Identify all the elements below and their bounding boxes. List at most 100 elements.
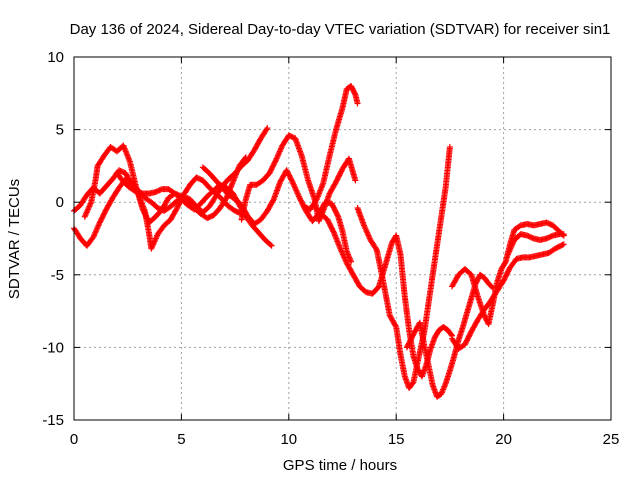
data-point bbox=[100, 211, 107, 218]
data-point bbox=[502, 273, 509, 280]
x-tick-label: 20 bbox=[495, 431, 512, 448]
data-point bbox=[272, 158, 279, 165]
series-track-12 bbox=[449, 219, 567, 328]
chart-title: Day 136 of 2024, Sidereal Day-to-day VTE… bbox=[70, 21, 611, 38]
data-point bbox=[144, 215, 151, 222]
data-point bbox=[560, 231, 567, 238]
data-point bbox=[409, 333, 416, 340]
data-point bbox=[351, 90, 358, 97]
data-point bbox=[299, 200, 306, 207]
data-point bbox=[560, 241, 567, 248]
data-point bbox=[325, 219, 332, 226]
data-point bbox=[408, 335, 415, 342]
data-point bbox=[407, 336, 414, 343]
data-point bbox=[463, 338, 470, 345]
data-point bbox=[270, 161, 277, 168]
data-point bbox=[241, 155, 248, 162]
data-point bbox=[263, 126, 270, 133]
data-point bbox=[461, 341, 468, 348]
series-track-9 bbox=[354, 144, 453, 392]
data-series bbox=[71, 83, 567, 400]
data-point bbox=[325, 217, 332, 224]
y-tick-label: -10 bbox=[42, 339, 64, 356]
data-point bbox=[465, 334, 472, 341]
data-point bbox=[175, 202, 182, 209]
y-axis-label: SDTVAR / TECUs bbox=[6, 179, 23, 299]
data-point bbox=[101, 210, 108, 217]
data-point bbox=[354, 100, 361, 107]
data-point bbox=[333, 209, 340, 216]
data-point bbox=[338, 168, 345, 175]
data-point bbox=[328, 200, 335, 207]
data-point bbox=[329, 227, 336, 234]
data-point bbox=[407, 337, 414, 344]
data-point bbox=[404, 343, 411, 350]
data-point bbox=[336, 171, 343, 178]
data-point bbox=[142, 212, 149, 219]
data-point bbox=[286, 173, 293, 180]
data-point bbox=[328, 224, 335, 231]
data-point bbox=[176, 201, 183, 208]
data-point bbox=[403, 344, 410, 351]
data-point bbox=[352, 177, 359, 184]
data-point bbox=[286, 172, 293, 179]
data-point bbox=[267, 241, 274, 248]
data-point bbox=[330, 204, 337, 211]
y-tick-label: 10 bbox=[47, 49, 64, 66]
x-tick-label: 10 bbox=[280, 431, 297, 448]
data-point bbox=[448, 331, 455, 338]
data-point bbox=[503, 271, 510, 278]
data-point bbox=[271, 159, 278, 166]
axis-ticks: 0 5 10 15 20 25 -15 -10 -5 0 5 10 bbox=[42, 49, 619, 448]
data-point bbox=[98, 215, 105, 222]
data-point bbox=[328, 225, 335, 232]
data-point bbox=[446, 144, 453, 151]
data-point bbox=[504, 269, 511, 276]
data-point bbox=[559, 241, 566, 248]
y-tick-label: -5 bbox=[51, 267, 64, 284]
data-point bbox=[269, 163, 276, 170]
data-point bbox=[332, 208, 339, 215]
data-point bbox=[174, 205, 181, 212]
data-point bbox=[327, 223, 334, 230]
data-point bbox=[503, 272, 510, 279]
data-point bbox=[101, 209, 108, 216]
data-point bbox=[405, 340, 412, 347]
data-point bbox=[406, 339, 413, 346]
data-point bbox=[142, 211, 149, 218]
y-tick-label: 5 bbox=[56, 122, 64, 139]
x-tick-label: 25 bbox=[603, 431, 620, 448]
data-point bbox=[334, 174, 341, 181]
data-point bbox=[333, 177, 340, 184]
series-track-8 bbox=[311, 203, 456, 380]
data-point bbox=[392, 322, 399, 329]
data-point bbox=[268, 166, 275, 173]
data-point bbox=[139, 206, 146, 213]
data-point bbox=[327, 221, 334, 228]
data-point bbox=[462, 340, 469, 347]
data-point bbox=[502, 259, 509, 266]
y-tick-label: 0 bbox=[56, 194, 64, 211]
data-point bbox=[409, 380, 416, 387]
data-point bbox=[373, 245, 380, 252]
data-point bbox=[333, 178, 340, 185]
data-point bbox=[297, 197, 304, 204]
data-point bbox=[143, 214, 150, 221]
data-point bbox=[284, 169, 291, 176]
y-tick-label: -15 bbox=[42, 412, 64, 429]
data-point bbox=[267, 168, 274, 175]
data-point bbox=[334, 212, 341, 219]
data-point bbox=[269, 164, 276, 171]
data-point bbox=[298, 198, 305, 205]
data-point bbox=[464, 336, 471, 343]
data-point bbox=[96, 219, 103, 226]
data-point bbox=[505, 267, 512, 274]
x-tick-label: 5 bbox=[177, 431, 185, 448]
data-point bbox=[297, 196, 304, 203]
data-point bbox=[284, 168, 291, 175]
data-point bbox=[99, 214, 106, 221]
data-point bbox=[98, 216, 105, 223]
data-point bbox=[283, 167, 290, 174]
series-track-7 bbox=[300, 83, 361, 213]
data-point bbox=[141, 210, 148, 217]
